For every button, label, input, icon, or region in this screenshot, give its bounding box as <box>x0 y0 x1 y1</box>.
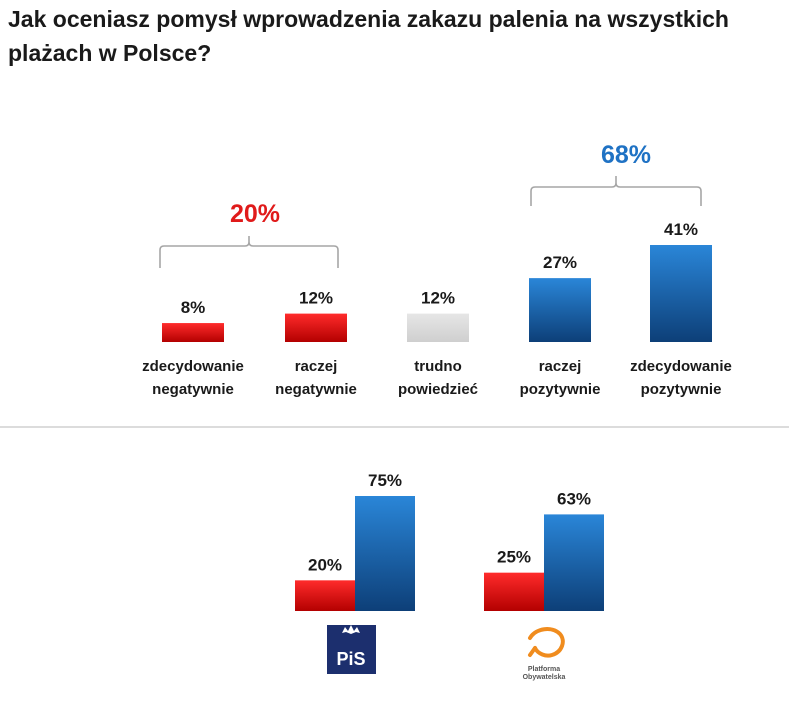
category-label: powiedzieć <box>398 381 478 398</box>
bar-3 <box>407 313 469 342</box>
party-bar <box>295 580 355 611</box>
bar-4 <box>529 278 591 342</box>
bar-5 <box>650 245 712 342</box>
party-bar-value-label: 63% <box>557 489 591 508</box>
category-label: trudno <box>414 358 461 375</box>
negative-group-brace <box>159 236 339 268</box>
party-bar-chart: 20% 25% 75% 63% <box>295 471 604 611</box>
positive-group-brace <box>530 176 702 206</box>
party-bar-value-label: 20% <box>308 555 342 574</box>
chart-title-line-1: Jak oceniasz pomysł wprowadzenia zakazu … <box>8 6 729 32</box>
party-bar <box>544 514 604 611</box>
category-label: negatywnie <box>152 381 234 398</box>
category-label: pozytywnie <box>641 381 722 398</box>
party-bar-value-label: 75% <box>368 471 402 490</box>
negative-group-total: 20% <box>230 200 280 228</box>
party-bar <box>484 572 544 611</box>
bar-value-label: 27% <box>543 253 577 272</box>
bar-value-label: 12% <box>299 289 333 308</box>
category-label: pozytywnie <box>520 381 601 398</box>
positive-group-total: 68% <box>601 141 651 169</box>
party-bar <box>355 496 415 611</box>
category-label: zdecydowanie <box>630 358 732 375</box>
pis-logo: PiS <box>327 625 376 674</box>
po-logo: Platforma Obywatelska <box>523 627 566 681</box>
bar-1 <box>162 323 224 342</box>
party-bar-value-label: 25% <box>497 548 531 567</box>
category-label: raczej <box>295 358 338 375</box>
po-logo-text-line-1: Platforma <box>528 666 560 673</box>
category-label: raczej <box>539 358 582 375</box>
category-label: negatywnie <box>275 381 357 398</box>
bar-2 <box>285 313 347 342</box>
chart-title-line-2: plażach w Polsce? <box>8 40 211 66</box>
bar-value-label: 8% <box>181 298 206 317</box>
pis-logo-text: PiS <box>336 649 365 669</box>
opinion-bar-chart: 8% zdecydowanie negatywnie 12% raczej negatyw… <box>142 220 732 398</box>
bar-value-label: 12% <box>421 289 455 308</box>
bar-value-label: 41% <box>664 220 698 239</box>
category-label: zdecydowanie <box>142 358 244 375</box>
po-logo-text-line-2: Obywatelska <box>523 674 566 681</box>
